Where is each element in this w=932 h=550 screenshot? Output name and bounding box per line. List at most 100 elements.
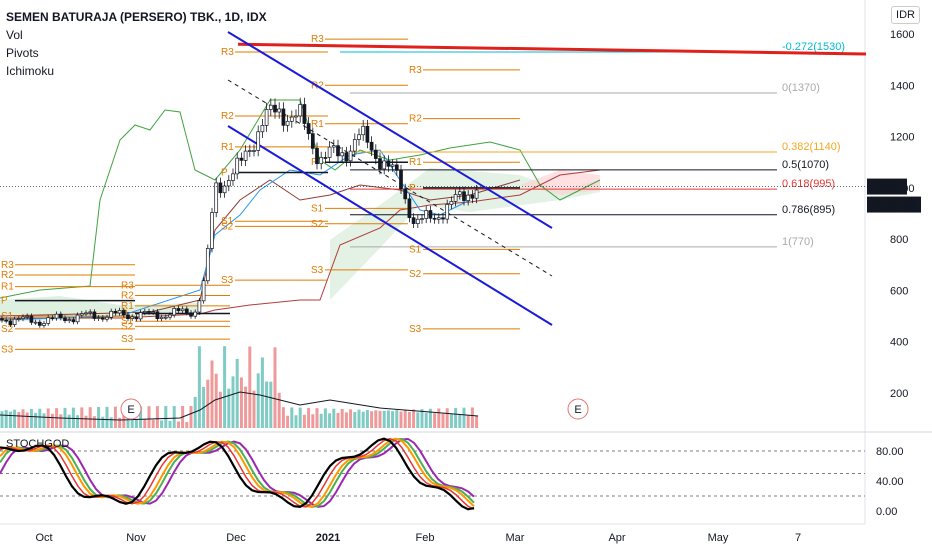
volume-bar: [269, 381, 273, 428]
volume-bar: [391, 411, 395, 428]
candle-body: [453, 194, 458, 202]
volume-bar: [407, 411, 411, 428]
fib-level-label: 1(770): [782, 236, 814, 248]
candle-body: [361, 125, 366, 136]
volume-bar: [88, 407, 92, 428]
volume-bar: [412, 409, 416, 428]
volume-bar: [80, 407, 84, 428]
candle-body: [252, 150, 256, 152]
volume-bar: [168, 420, 172, 428]
stoch-tick: 0.00: [876, 506, 897, 518]
candle-body: [331, 145, 336, 148]
volume-bar: [395, 410, 399, 428]
candle-body: [8, 320, 13, 325]
volume-bar: [319, 413, 323, 428]
volume-bar: [139, 406, 143, 428]
earnings-event-marker: [120, 398, 142, 420]
pivot-level-label: P: [409, 183, 416, 194]
indicator-ichimoku[interactable]: Ichimoku: [6, 64, 55, 78]
volume-bar: [336, 412, 340, 428]
symbol-title: SEMEN BATURAJA (PERSERO) TBK., 1D, IDX: [6, 10, 267, 24]
candle-body: [466, 194, 471, 201]
volume-bar: [260, 357, 264, 428]
candle-body: [54, 313, 59, 319]
candle-body: [243, 150, 248, 161]
candle-body: [180, 308, 185, 312]
candle-body: [29, 315, 34, 323]
candle-body: [113, 310, 118, 314]
candle-body: [298, 104, 303, 117]
candle-body: [348, 150, 353, 162]
pivot-level-label: S3: [121, 334, 134, 345]
volume-bar: [50, 413, 54, 428]
candle-body: [42, 323, 46, 326]
time-tick: Dec: [226, 532, 246, 544]
currency-button[interactable]: IDR: [891, 6, 920, 24]
candle-body: [151, 311, 156, 314]
kijun-line: [0, 179, 521, 317]
candle-body: [105, 316, 109, 320]
candle-body: [302, 104, 307, 124]
volume-bar: [475, 415, 479, 428]
candle-body: [84, 312, 88, 315]
volume-bar: [458, 414, 462, 428]
pivot-level-label: S1: [221, 216, 234, 227]
candle-body: [294, 115, 298, 118]
candle-body: [247, 150, 252, 152]
volume-bar: [244, 386, 248, 428]
stoch-orange-line: [0, 437, 475, 508]
volume-bar: [357, 409, 361, 428]
volume-bar: [25, 412, 29, 428]
volume-bar: [370, 411, 374, 428]
candle-body: [121, 310, 126, 316]
candle-body: [12, 318, 17, 325]
countdown-badge: [867, 196, 921, 213]
volume-bar: [189, 406, 193, 428]
volume-bar: [399, 411, 403, 428]
fib-level-label: 0.786(895): [782, 204, 835, 216]
fib-level-label: 0.382(1140): [782, 141, 841, 153]
pivot-level-label: R2: [121, 291, 134, 302]
volume-bar: [92, 416, 96, 428]
indicator-pivots[interactable]: Pivots: [6, 46, 39, 60]
volume-bar: [298, 407, 302, 428]
pivot-level-label: P: [1, 296, 8, 307]
candle-body: [155, 311, 160, 320]
price-tick: 1600: [890, 29, 914, 41]
pivot-level-label: P: [221, 167, 228, 178]
volume-bar: [231, 376, 235, 428]
time-tick: 7: [795, 532, 801, 544]
volume-bar: [323, 408, 327, 428]
candle-body: [25, 315, 30, 318]
candle-body: [117, 310, 122, 314]
volume-bar: [445, 408, 449, 428]
pivot-level-label: S1: [409, 244, 422, 255]
stoch-purple-line: [0, 437, 475, 508]
candle-body: [306, 123, 311, 134]
pivot-level-label: S3: [409, 324, 422, 335]
volume-bar: [420, 409, 424, 428]
candle-body: [138, 312, 143, 320]
candle-body: [172, 308, 177, 316]
candle-body: [197, 300, 202, 313]
time-tick: Feb: [416, 532, 435, 544]
candle-body: [474, 189, 479, 199]
candle-body: [344, 152, 349, 162]
volume-bar: [34, 412, 38, 428]
volume-bar: [361, 411, 365, 428]
indicator-vol[interactable]: Vol: [6, 28, 23, 42]
volume-bar: [223, 346, 227, 428]
candle-body: [96, 317, 101, 319]
volume-bar: [147, 406, 151, 428]
volume-bar: [248, 346, 252, 428]
fib-level-label: 0.618(995): [782, 178, 835, 190]
volume-bar: [46, 408, 50, 428]
candle-body: [256, 131, 261, 151]
candle-body: [239, 157, 244, 161]
pivot-level-label: R2: [1, 270, 14, 281]
volume-bar: [67, 414, 71, 428]
volume-bar: [277, 392, 281, 428]
volume-bar: [151, 419, 155, 428]
candle-body: [58, 313, 63, 319]
candle-body: [0, 318, 4, 321]
